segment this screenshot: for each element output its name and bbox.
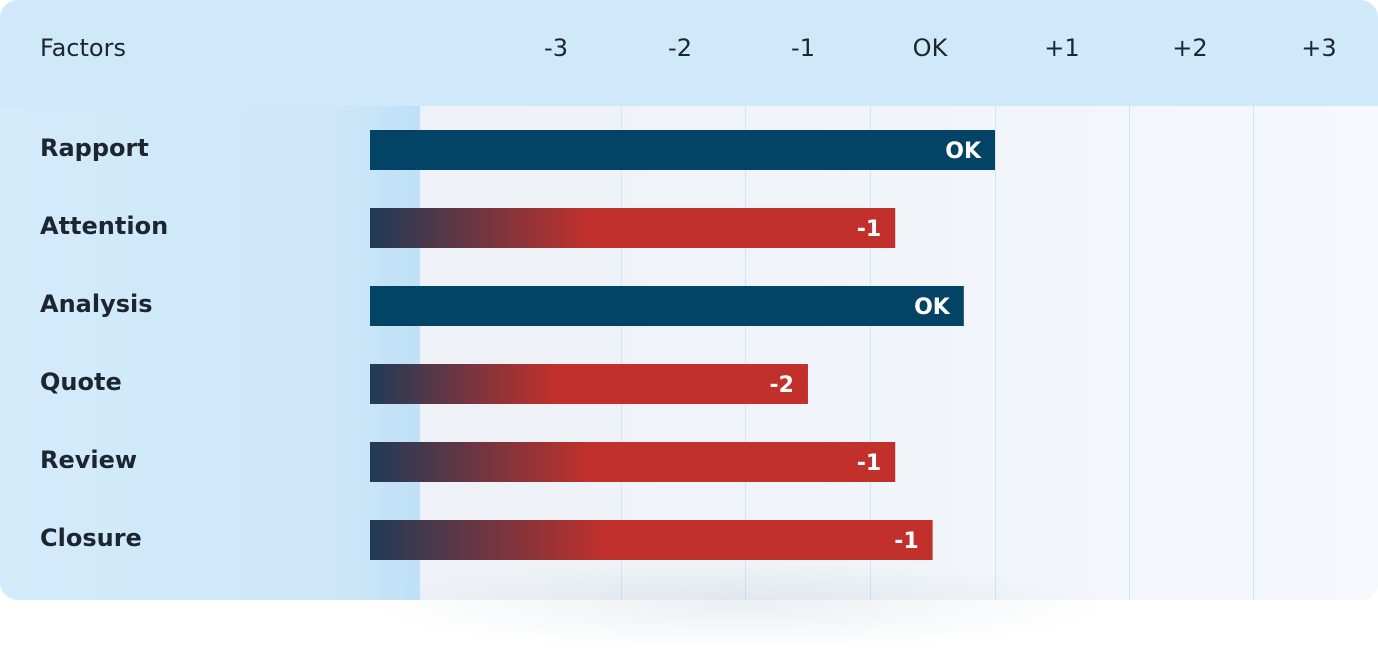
tick-label-plus3: +3 <box>1301 34 1337 62</box>
bar-quote <box>370 364 808 404</box>
header-band <box>0 0 1378 106</box>
bar-value-label-rapport: OK <box>945 139 982 164</box>
chart-card: Factors -3 -2 -1 OK +1 +2 +3 Rapport Att… <box>0 0 1378 600</box>
tick-label-plus1: +1 <box>1044 34 1080 62</box>
factor-label-analysis: Analysis <box>40 290 153 318</box>
bar-attention <box>370 208 896 248</box>
grid-line <box>995 106 996 600</box>
tick-label-minus3: -3 <box>544 34 568 62</box>
plot-area <box>420 106 1378 600</box>
factor-label-column <box>0 106 420 600</box>
factor-label-review: Review <box>40 446 138 474</box>
bar-value-label-analysis: OK <box>914 295 951 320</box>
card-shadow <box>370 560 1110 650</box>
tick-label-plus2: +2 <box>1172 34 1208 62</box>
tick-label-ok: OK <box>912 34 948 62</box>
grid-line <box>1253 106 1254 600</box>
factor-label-attention: Attention <box>40 212 169 240</box>
bar-value-label-review: -1 <box>857 451 881 476</box>
factor-label-quote: Quote <box>40 368 122 396</box>
bar-value-label-quote: -2 <box>769 373 793 398</box>
grid-line <box>870 106 871 600</box>
tick-label-minus1: -1 <box>791 34 815 62</box>
tick-label-minus2: -2 <box>668 34 692 62</box>
factor-label-closure: Closure <box>40 524 142 552</box>
bar-analysis <box>370 286 964 326</box>
bar-closure <box>370 520 933 560</box>
factors-header: Factors <box>40 34 126 62</box>
bar-rapport <box>370 130 995 170</box>
bar-value-label-closure: -1 <box>894 529 918 554</box>
bar-value-label-attention: -1 <box>857 217 881 242</box>
grid-line <box>621 106 622 600</box>
grid-line <box>1129 106 1130 600</box>
factor-label-rapport: Rapport <box>40 134 149 162</box>
bar-review <box>370 442 896 482</box>
grid-line <box>745 106 746 600</box>
